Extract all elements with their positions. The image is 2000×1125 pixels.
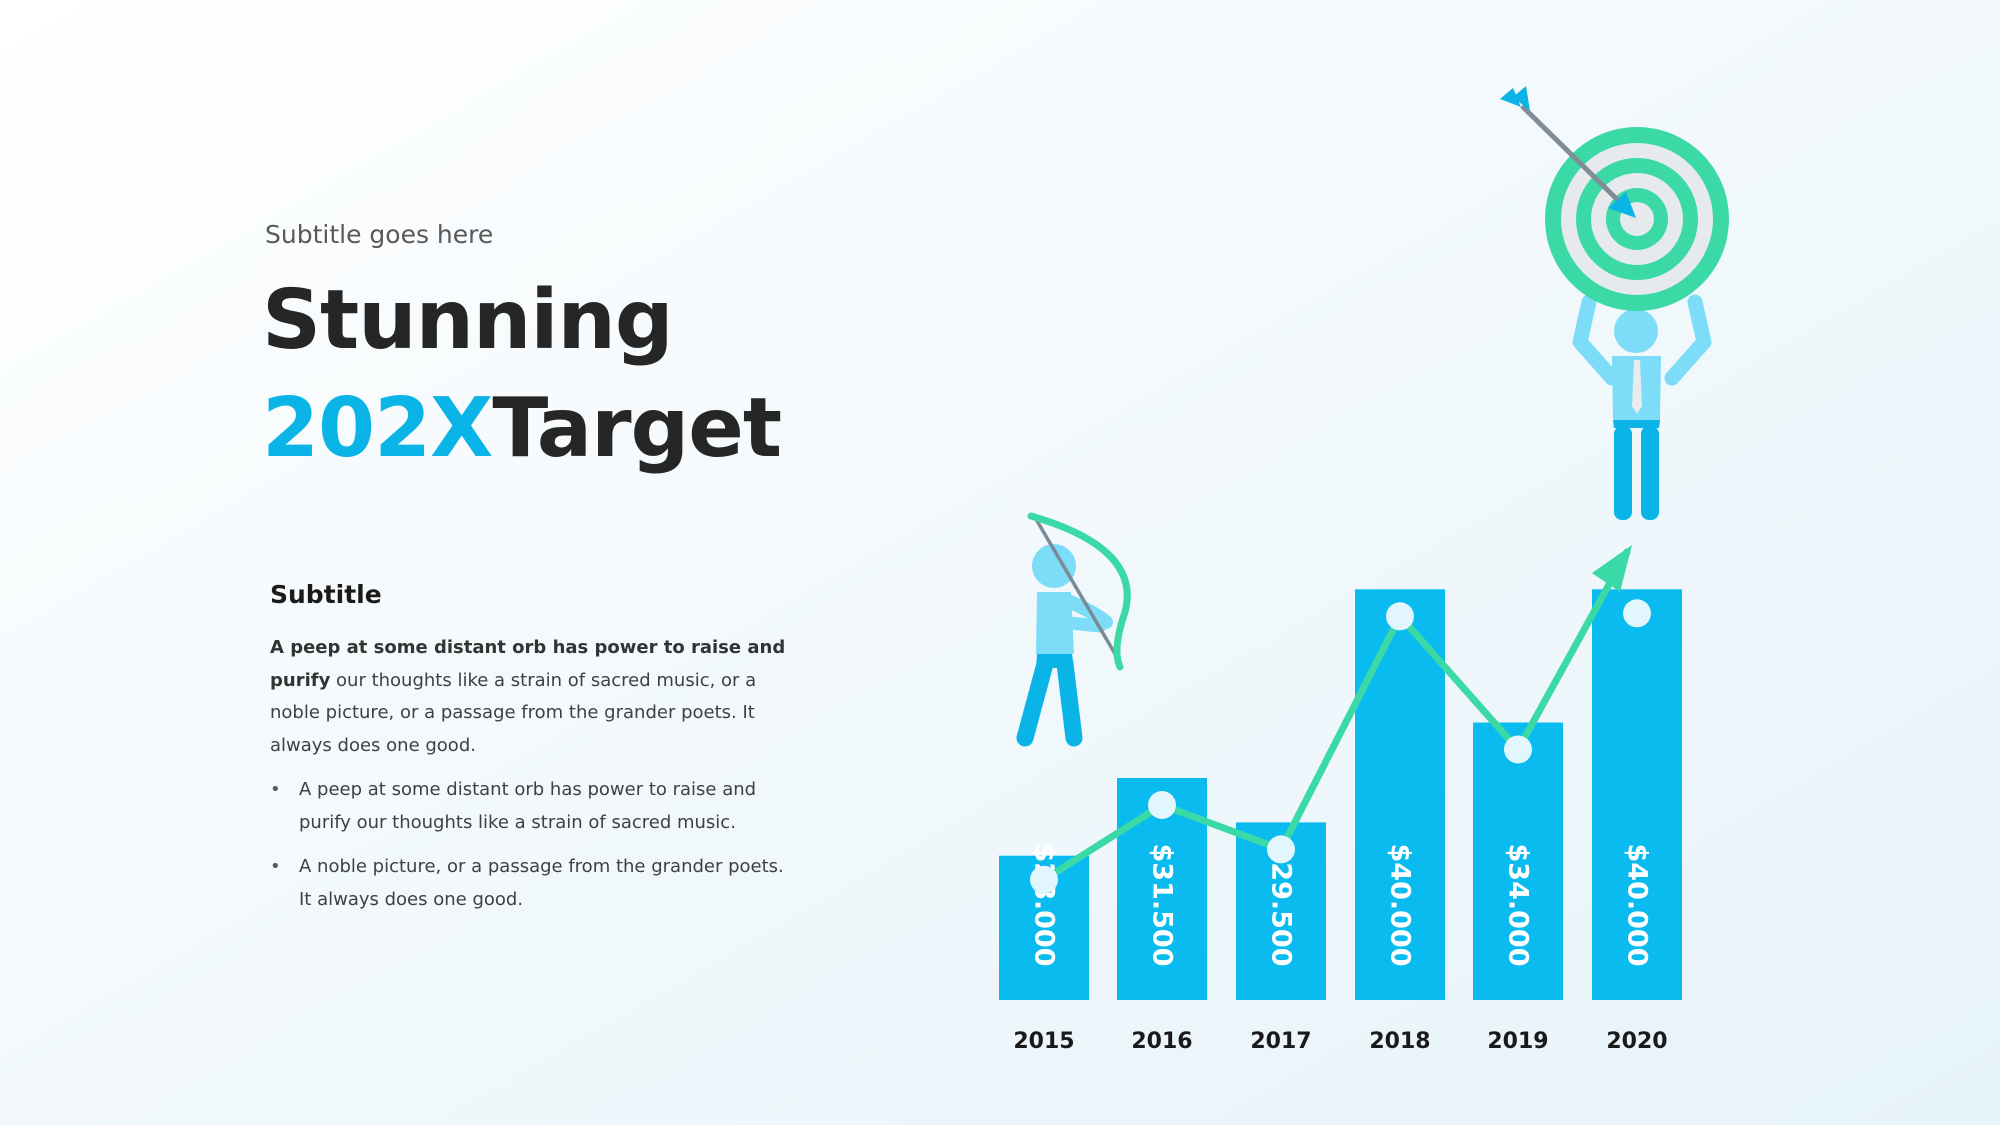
- bar-value-label-2015: $28.000: [1029, 844, 1060, 967]
- bar-2020: [1592, 589, 1682, 1000]
- bar-value-label-2019: $34.000: [1503, 844, 1534, 967]
- bar-2018: [1355, 589, 1445, 1000]
- x-tick-label-2018: 2018: [1369, 1029, 1430, 1054]
- person-holding-target-figure: [1572, 294, 1712, 520]
- x-tick-label-2015: 2015: [1013, 1029, 1074, 1054]
- bar-value-label-2018: $40.000: [1385, 844, 1416, 967]
- trend-line: [1040, 548, 1631, 884]
- trend-point-2017: [1267, 835, 1295, 864]
- slide-title: Stunning 202XTarget: [262, 267, 805, 483]
- section-subtitle: Subtitle: [270, 580, 382, 609]
- body-paragraph-rest: our thoughts like a strain of sacred mus…: [270, 669, 757, 756]
- title-block: Subtitle goes here Stunning 202XTarget: [262, 220, 805, 483]
- trend-point-2019: [1504, 735, 1532, 764]
- archer-figure: [1016, 544, 1113, 747]
- title-line-2: 202XTarget: [262, 375, 805, 483]
- arrow-icon: [1500, 86, 1636, 218]
- body-paragraph-lead: A peep at some distant orb has power to …: [270, 637, 786, 691]
- trend-point-2016: [1148, 791, 1176, 819]
- bar-group: $28.000 $31.500 $29.500 $40.000 $34.000 $40.0…: [999, 589, 1682, 1000]
- trend-point-2015: [1030, 865, 1058, 894]
- bar-value-label-2017: $29.500: [1266, 844, 1297, 967]
- bow-and-arrow-icon: [1027, 512, 1131, 671]
- x-tick-label-2017: 2017: [1250, 1029, 1311, 1054]
- slide-kicker: Subtitle goes here: [265, 220, 494, 249]
- trend-point-2020: [1623, 599, 1651, 628]
- trend-arrowhead: [1592, 545, 1632, 592]
- bar-value-label-2020: $40.000: [1622, 844, 1653, 967]
- x-tick-label-2016: 2016: [1131, 1029, 1192, 1054]
- x-tick-label-2020: 2020: [1606, 1029, 1667, 1054]
- bar-value-label-2016: $31.500: [1147, 844, 1178, 967]
- body-text: A peep at some distant orb has power to …: [270, 632, 800, 928]
- bar-2019: [1473, 722, 1563, 1000]
- x-axis-labels: 2015 2016 2017 2018 2019 2020: [1013, 1029, 1667, 1054]
- bullet-list: A peep at some distant orb has power to …: [270, 774, 800, 916]
- body-paragraph: A peep at some distant orb has power to …: [270, 632, 800, 762]
- x-tick-label-2019: 2019: [1487, 1029, 1548, 1054]
- title-line-1: Stunning: [262, 273, 674, 368]
- trend-line-group: [1030, 545, 1651, 894]
- title-rest: Target: [492, 381, 782, 476]
- trend-point-2018: [1386, 602, 1414, 631]
- title-accent: 202X: [262, 381, 493, 476]
- bullet-item-1: A peep at some distant orb has power to …: [270, 774, 800, 839]
- bullet-item-2: A noble picture, or a passage from the g…: [270, 851, 800, 916]
